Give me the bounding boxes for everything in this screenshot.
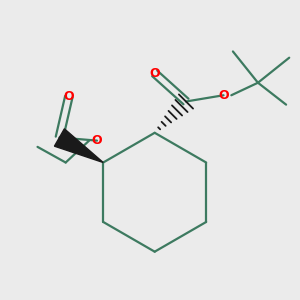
Text: O: O [218, 89, 229, 102]
Polygon shape [54, 129, 103, 163]
Text: O: O [92, 134, 102, 147]
Text: O: O [64, 90, 74, 103]
Text: O: O [149, 67, 160, 80]
